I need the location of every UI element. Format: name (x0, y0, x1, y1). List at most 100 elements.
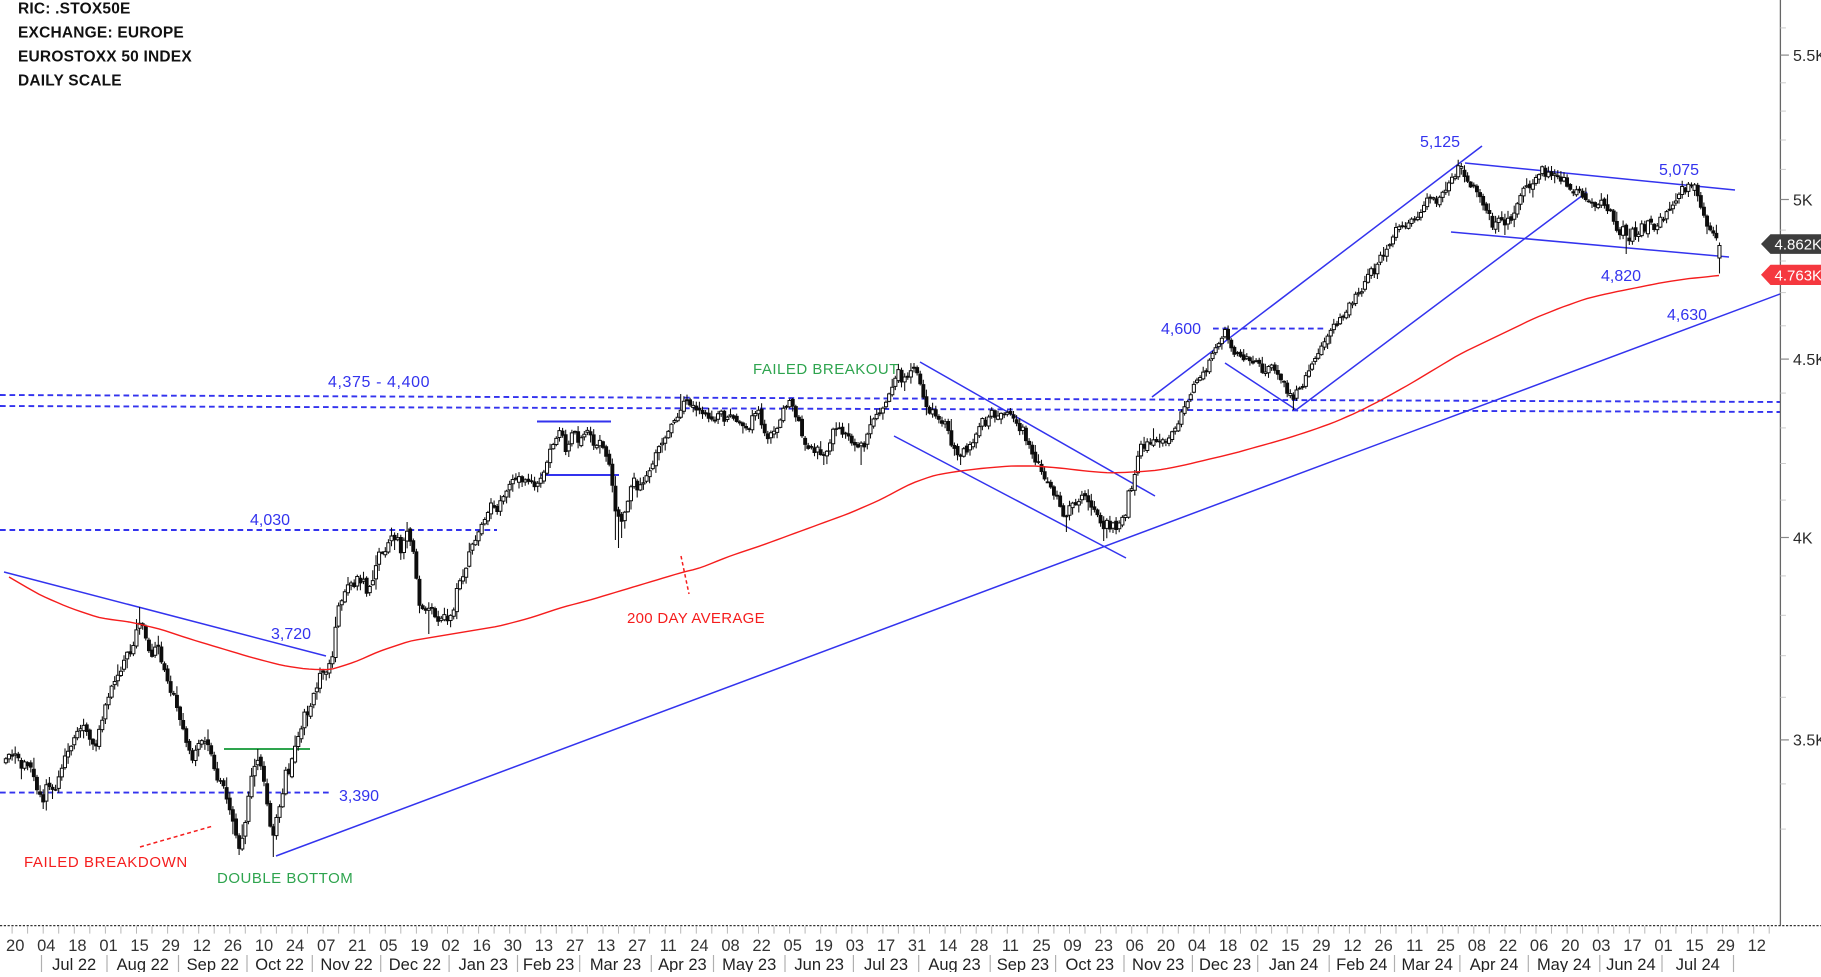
svg-text:FAILED BREAKDOWN: FAILED BREAKDOWN (24, 854, 188, 871)
svg-text:Feb 23: Feb 23 (523, 956, 574, 972)
svg-text:08: 08 (1468, 937, 1486, 955)
svg-text:07: 07 (317, 937, 335, 955)
svg-text:DOUBLE BOTTOM: DOUBLE BOTTOM (217, 870, 353, 887)
svg-text:12: 12 (1343, 937, 1361, 955)
svg-text:Nov 23: Nov 23 (1132, 956, 1184, 972)
svg-text:May 24: May 24 (1537, 956, 1591, 972)
svg-text:Apr 24: Apr 24 (1470, 956, 1519, 972)
svg-text:FAILED BREAKOUT: FAILED BREAKOUT (753, 361, 899, 378)
svg-text:3,390: 3,390 (339, 788, 379, 805)
svg-text:06: 06 (1530, 937, 1548, 955)
svg-text:19: 19 (815, 937, 833, 955)
svg-text:Oct 23: Oct 23 (1065, 956, 1114, 972)
svg-text:Mar 23: Mar 23 (590, 956, 641, 972)
svg-text:09: 09 (1063, 937, 1081, 955)
svg-text:13: 13 (597, 937, 615, 955)
svg-text:15: 15 (1685, 937, 1703, 955)
svg-text:3,720: 3,720 (271, 626, 311, 643)
svg-text:Jul 24: Jul 24 (1676, 956, 1720, 972)
svg-text:22: 22 (1499, 937, 1517, 955)
svg-text:17: 17 (1623, 937, 1641, 955)
svg-text:30: 30 (504, 937, 522, 955)
svg-text:4.862K: 4.862K (1775, 237, 1821, 254)
svg-text:DAILY SCALE: DAILY SCALE (18, 73, 122, 90)
svg-text:01: 01 (1654, 937, 1672, 955)
svg-text:Jan 24: Jan 24 (1269, 956, 1319, 972)
svg-text:RIC: .STOX50E: RIC: .STOX50E (18, 1, 131, 18)
svg-text:22: 22 (752, 937, 770, 955)
svg-text:4,375 - 4,400: 4,375 - 4,400 (328, 374, 430, 391)
svg-text:27: 27 (566, 937, 584, 955)
svg-text:5K: 5K (1793, 192, 1813, 209)
svg-text:Jan 23: Jan 23 (459, 956, 509, 972)
svg-text:15: 15 (130, 937, 148, 955)
svg-text:200 DAY AVERAGE: 200 DAY AVERAGE (627, 610, 765, 627)
svg-text:4.5K: 4.5K (1793, 352, 1821, 369)
svg-text:17: 17 (877, 937, 895, 955)
svg-text:EXCHANGE: EUROPE: EXCHANGE: EUROPE (18, 25, 184, 42)
svg-text:12: 12 (193, 937, 211, 955)
svg-text:16: 16 (473, 937, 491, 955)
svg-text:05: 05 (379, 937, 397, 955)
svg-text:18: 18 (1219, 937, 1237, 955)
svg-text:03: 03 (846, 937, 864, 955)
svg-text:4,030: 4,030 (250, 512, 290, 529)
svg-text:04: 04 (1188, 937, 1206, 955)
svg-text:11: 11 (1002, 937, 1019, 955)
svg-text:18: 18 (68, 937, 86, 955)
svg-text:24: 24 (690, 937, 708, 955)
svg-text:14: 14 (939, 937, 957, 955)
svg-text:31: 31 (908, 937, 926, 955)
svg-text:15: 15 (1281, 937, 1299, 955)
svg-text:20: 20 (6, 937, 24, 955)
svg-text:May 23: May 23 (722, 956, 776, 972)
svg-text:4.763K: 4.763K (1775, 267, 1821, 284)
svg-text:Oct 22: Oct 22 (255, 956, 304, 972)
svg-text:Jul 23: Jul 23 (864, 956, 908, 972)
svg-text:28: 28 (970, 937, 988, 955)
svg-text:Dec 23: Dec 23 (1199, 956, 1251, 972)
svg-text:29: 29 (1717, 937, 1735, 955)
svg-text:11: 11 (660, 937, 677, 955)
svg-text:Dec 22: Dec 22 (389, 956, 441, 972)
svg-text:EUROSTOXX 50 INDEX: EUROSTOXX 50 INDEX (18, 49, 192, 66)
svg-text:Aug 23: Aug 23 (928, 956, 980, 972)
svg-text:08: 08 (721, 937, 739, 955)
svg-text:29: 29 (1312, 937, 1330, 955)
svg-text:10: 10 (255, 937, 273, 955)
svg-text:Aug 22: Aug 22 (117, 956, 169, 972)
svg-text:23: 23 (1095, 937, 1113, 955)
svg-text:5,125: 5,125 (1420, 134, 1460, 151)
svg-text:03: 03 (1592, 937, 1610, 955)
svg-text:27: 27 (628, 937, 646, 955)
svg-text:29: 29 (162, 937, 180, 955)
svg-text:Nov 22: Nov 22 (320, 956, 372, 972)
svg-text:04: 04 (37, 937, 55, 955)
svg-text:02: 02 (441, 937, 459, 955)
svg-text:20: 20 (1561, 937, 1579, 955)
svg-text:12: 12 (1748, 937, 1766, 955)
svg-text:13: 13 (535, 937, 553, 955)
svg-text:Feb 24: Feb 24 (1336, 956, 1387, 972)
svg-text:Sep 22: Sep 22 (187, 956, 239, 972)
svg-text:Mar 24: Mar 24 (1402, 956, 1453, 972)
svg-text:4K: 4K (1793, 530, 1813, 547)
svg-text:4,600: 4,600 (1161, 321, 1201, 338)
svg-text:05: 05 (784, 937, 802, 955)
svg-text:11: 11 (1406, 937, 1423, 955)
svg-text:4,630: 4,630 (1667, 307, 1707, 324)
svg-text:Jun 23: Jun 23 (794, 956, 844, 972)
svg-text:5.5K: 5.5K (1793, 48, 1821, 65)
svg-text:26: 26 (224, 937, 242, 955)
svg-text:01: 01 (99, 937, 117, 955)
svg-text:25: 25 (1437, 937, 1455, 955)
svg-text:Sep 23: Sep 23 (997, 956, 1049, 972)
svg-text:02: 02 (1250, 937, 1268, 955)
svg-text:26: 26 (1374, 937, 1392, 955)
svg-text:Jul 22: Jul 22 (52, 956, 96, 972)
svg-text:5,075: 5,075 (1659, 162, 1699, 179)
svg-text:19: 19 (410, 937, 428, 955)
svg-text:4,820: 4,820 (1601, 268, 1641, 285)
svg-text:20: 20 (1157, 937, 1175, 955)
svg-text:21: 21 (348, 937, 366, 955)
